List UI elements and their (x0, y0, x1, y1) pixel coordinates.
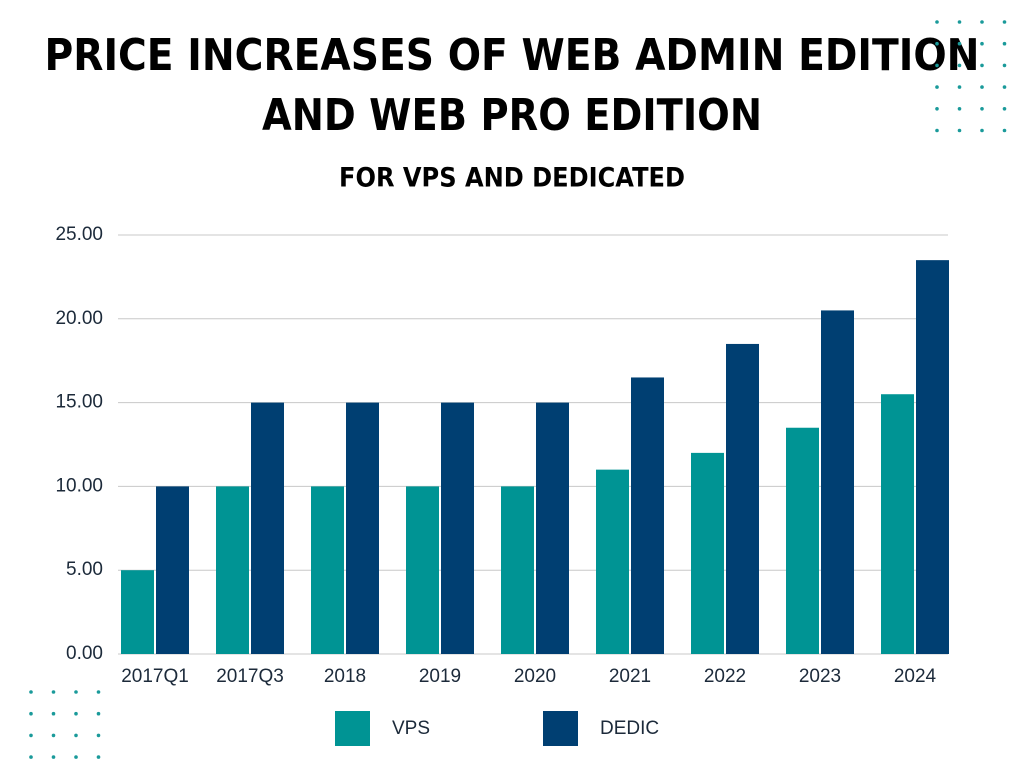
dot (96, 711, 101, 716)
legend-label: DEDIC (600, 718, 659, 739)
legend-swatch (543, 711, 578, 746)
bar (406, 486, 439, 654)
dot (935, 63, 939, 68)
bar (121, 570, 154, 654)
dot (935, 20, 939, 24)
dot (51, 755, 56, 759)
x-tick-label: 2022 (704, 666, 746, 687)
bar (311, 486, 344, 654)
dot (935, 128, 939, 133)
y-tick-label: 15.00 (55, 392, 103, 413)
x-tick-label: 2023 (799, 666, 841, 687)
dot (980, 85, 984, 89)
dot (980, 63, 984, 68)
bar (346, 402, 379, 654)
dot (51, 711, 56, 716)
dot (957, 63, 962, 68)
dot (957, 128, 962, 133)
bar (536, 402, 569, 654)
legend-swatch (335, 711, 370, 746)
x-tick-label: 2024 (894, 666, 937, 687)
legend-label: VPS (392, 718, 430, 739)
dot (957, 20, 962, 24)
decoration (29, 20, 1007, 759)
y-tick-label: 0.00 (66, 643, 103, 664)
dot (74, 711, 78, 716)
dot (74, 733, 78, 738)
dot (1002, 41, 1007, 46)
dot (96, 690, 101, 694)
dot (96, 755, 101, 759)
x-tick-label: 2017Q3 (216, 666, 284, 687)
dot (935, 107, 939, 111)
bar (691, 452, 724, 654)
x-tick-label: 2017Q1 (121, 666, 189, 687)
bar (441, 402, 474, 654)
x-tick-label: 2019 (419, 666, 461, 687)
dot (980, 20, 984, 24)
dot (957, 85, 962, 89)
y-tick-label: 25.00 (55, 224, 103, 245)
dot (29, 733, 33, 738)
bar (596, 469, 629, 654)
chart-subtitle: FOR VPS AND DEDICATED (339, 163, 685, 194)
dot (51, 690, 56, 694)
dot (1002, 63, 1007, 68)
bar (916, 260, 949, 654)
bar (821, 310, 854, 654)
dot (935, 85, 939, 89)
dot (29, 711, 33, 716)
dot (96, 733, 101, 738)
dot (1002, 85, 1007, 89)
y-tick-label: 10.00 (55, 475, 103, 496)
dot (957, 107, 962, 111)
x-tick-label: 2018 (324, 666, 366, 687)
dot (51, 733, 56, 738)
y-tick-label: 5.00 (66, 559, 103, 580)
bar (501, 486, 534, 654)
bar (156, 486, 189, 654)
bar (881, 394, 914, 654)
bar (216, 486, 249, 654)
bar (251, 402, 284, 654)
dot (1002, 107, 1007, 111)
dot (935, 41, 939, 46)
chart-title: AND WEB PRO EDITION (262, 90, 762, 141)
dot (29, 755, 33, 759)
chart-title: PRICE INCREASES OF WEB ADMIN EDITION (45, 30, 980, 81)
x-tick-label: 2020 (514, 666, 556, 687)
bar (786, 427, 819, 654)
bar (631, 377, 664, 654)
bar (726, 343, 759, 654)
dot (1002, 20, 1007, 24)
dot (957, 41, 962, 46)
dot (29, 690, 33, 694)
dot (74, 690, 78, 694)
dot (980, 128, 984, 133)
dot (1002, 128, 1007, 133)
dot (980, 41, 984, 46)
y-tick-label: 20.00 (55, 308, 103, 329)
dot (980, 107, 984, 111)
x-tick-label: 2021 (609, 666, 651, 687)
dot (74, 755, 78, 759)
